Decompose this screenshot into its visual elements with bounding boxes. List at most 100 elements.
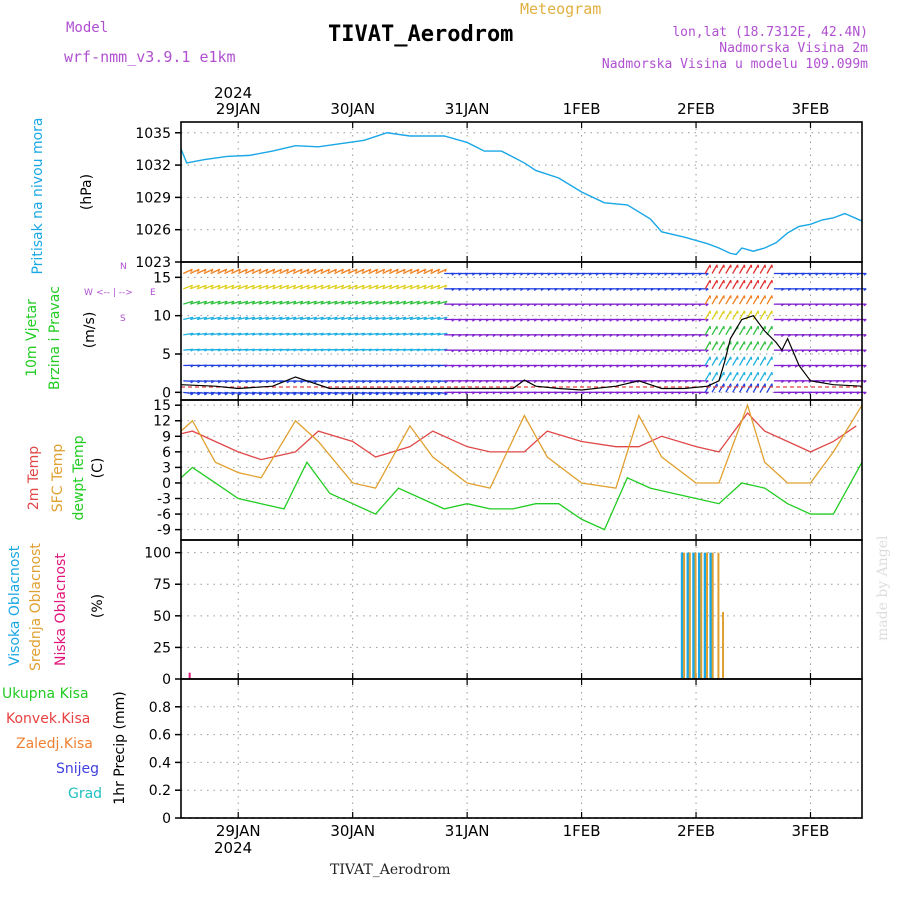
wind-barbs xyxy=(183,264,867,396)
wind-barb xyxy=(382,332,393,336)
wind-barb xyxy=(251,300,262,305)
wind-barb xyxy=(354,316,365,321)
wind-barb xyxy=(238,300,248,305)
wind-barb xyxy=(745,325,752,336)
wind-barb xyxy=(224,391,235,395)
wind-barb xyxy=(745,279,752,290)
wind-panel-frame xyxy=(180,261,863,401)
wind-barb xyxy=(313,300,324,305)
wind-barb xyxy=(416,316,427,321)
wind-barb xyxy=(286,316,297,321)
wind-barb xyxy=(183,300,194,305)
wind-barb xyxy=(752,295,759,305)
wind-barb xyxy=(334,332,345,336)
temp-ytick-label: 6 xyxy=(162,445,171,461)
wind-barb xyxy=(334,391,345,395)
wind-barb xyxy=(258,284,269,290)
wind-barb xyxy=(258,391,269,395)
pressure-ytick-label: 1035 xyxy=(135,126,171,142)
wind-barb xyxy=(272,284,283,290)
wind-barb xyxy=(340,268,351,275)
wind-barb xyxy=(313,391,324,395)
wind-barb xyxy=(279,300,290,305)
temp-ytick-label: -6 xyxy=(157,507,171,523)
wind-barb xyxy=(711,310,718,320)
wind-barb xyxy=(299,300,310,305)
wind-barb xyxy=(718,310,725,320)
wind-barb xyxy=(430,316,441,321)
wind-barb-head xyxy=(348,284,352,289)
wind-barb-head xyxy=(245,284,249,289)
wind-barb xyxy=(231,268,241,275)
wind-barb xyxy=(732,279,739,290)
wind-barb xyxy=(299,391,311,395)
wind-barb-head xyxy=(368,393,373,396)
wind-barb xyxy=(224,284,235,290)
wind-barb xyxy=(354,284,365,290)
precip-ytick-label: 0.6 xyxy=(149,728,171,744)
precip-label-konvek: Konvek.Kisa xyxy=(6,711,91,727)
wind-barb xyxy=(299,284,310,290)
wind-barb xyxy=(203,332,214,336)
wind-barb xyxy=(416,268,427,275)
wind-barb xyxy=(320,300,331,305)
wind-barb xyxy=(265,300,276,305)
wind-barb xyxy=(217,300,228,305)
wind-barb xyxy=(766,295,773,305)
wind-barb xyxy=(745,356,752,366)
wind-barb xyxy=(368,391,379,395)
wind-barb xyxy=(196,332,208,336)
wind-barb-head xyxy=(279,268,283,273)
wind-barb xyxy=(437,348,448,351)
precip-label-grad: Grad xyxy=(68,786,103,802)
wind-barb xyxy=(306,300,317,305)
wind-barb xyxy=(382,268,392,275)
wind-barb-head xyxy=(403,393,407,396)
wind-barb-head xyxy=(293,284,297,289)
wind-barb xyxy=(341,300,351,305)
cloud-bar-srednja xyxy=(694,552,697,679)
wind-barb-head xyxy=(382,284,386,289)
wind-barb xyxy=(348,332,359,336)
wind-barb xyxy=(423,391,434,395)
wind-barb xyxy=(732,295,739,305)
wind-barb-head xyxy=(403,268,406,273)
cloud-panel-frame xyxy=(180,539,863,680)
wind-barb xyxy=(299,316,310,321)
wind-barb-head xyxy=(252,393,256,396)
wind-barb xyxy=(389,268,399,275)
wind-barb xyxy=(738,371,746,382)
wind-barb-head xyxy=(382,393,386,396)
wind-barb-head xyxy=(327,268,331,273)
wind-barb xyxy=(327,268,337,275)
wind-barb-head xyxy=(368,284,372,289)
wind-barb-head xyxy=(396,393,400,396)
wind-barb xyxy=(416,332,427,336)
precip-label-ukupna: Ukupna Kisa xyxy=(2,686,89,702)
wind-barb xyxy=(313,284,324,290)
wind-barb xyxy=(244,332,256,336)
wind-barb xyxy=(718,295,725,305)
wind-barb xyxy=(368,332,379,336)
wind-barb-head xyxy=(307,393,311,396)
wind-barb xyxy=(327,316,338,321)
wind-barb xyxy=(203,316,214,321)
wind-barb xyxy=(718,383,725,393)
wind-barb xyxy=(375,268,385,275)
wind-barb xyxy=(382,316,393,321)
cloud-bar-visoka xyxy=(697,552,701,679)
day-label-top: 30JAN xyxy=(330,100,375,118)
wind-barb xyxy=(375,391,386,395)
wind-barb xyxy=(231,284,241,290)
wind-barb-head xyxy=(300,268,303,273)
wind-barb xyxy=(293,316,304,321)
wind-barb xyxy=(416,391,427,395)
wind-barb xyxy=(759,383,766,393)
wind-barb xyxy=(361,268,372,275)
wind-barb-head xyxy=(444,300,448,304)
wind-barb xyxy=(766,341,773,351)
wind-barb xyxy=(718,356,725,366)
wind-barb-head xyxy=(410,284,413,289)
wind-barb-head xyxy=(231,393,235,396)
